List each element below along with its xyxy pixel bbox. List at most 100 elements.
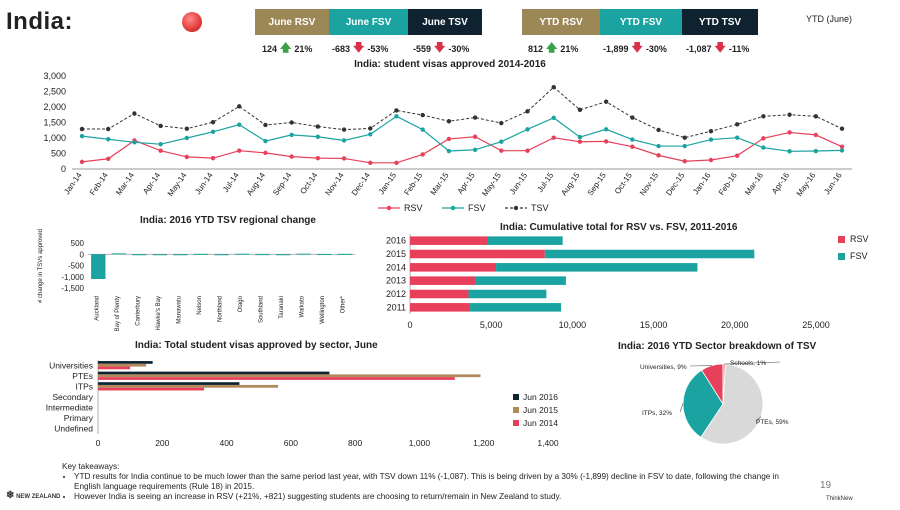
series-line-rsv — [81, 131, 843, 164]
x-tick-label: Nov-15 — [638, 171, 660, 198]
data-point-fsv — [289, 132, 294, 138]
takeaways-heading: Key takeaways: — [62, 462, 120, 471]
bar — [234, 253, 250, 255]
bar-jun-2016 — [98, 361, 153, 364]
data-point-fsv — [263, 138, 268, 144]
data-point-fsv — [132, 140, 137, 145]
x-tick-label: Southland — [259, 296, 265, 323]
x-tick-label: Feb-16 — [717, 171, 739, 197]
legend-marker — [513, 205, 519, 211]
data-point-rsv — [761, 136, 766, 141]
data-point-rsv — [289, 154, 294, 159]
arrow-down-icon: 🡇 — [631, 42, 643, 54]
x-tick-label: 1,400 — [537, 438, 559, 448]
data-point-tsv — [289, 120, 294, 125]
kpi-june-rsv-values: 124 🡅 21% — [262, 39, 312, 58]
data-point-tsv — [237, 104, 242, 109]
data-point-fsv — [79, 133, 85, 139]
data-point-rsv — [551, 135, 556, 140]
data-point-rsv — [577, 139, 583, 144]
kpi-june-tsv: June TSV — [408, 9, 482, 35]
data-point-rsv — [446, 136, 452, 142]
kpi-june-rsv: June RSV — [255, 9, 329, 35]
data-point-fsv — [761, 145, 766, 150]
x-tick-label: May-16 — [795, 171, 818, 198]
data-point-rsv — [708, 157, 714, 163]
sector-chart-title: India: Total student visas approved by s… — [135, 340, 378, 351]
x-tick-label: 5,000 — [480, 320, 503, 330]
data-point-fsv — [158, 142, 163, 147]
nz-logo-text: NEW ZEALAND — [16, 494, 61, 500]
data-point-tsv — [551, 84, 556, 90]
arrow-up-icon: 🡅 — [546, 42, 558, 54]
x-tick-label: Canterbury — [135, 296, 141, 326]
x-tick-label: Mar-14 — [114, 171, 136, 197]
data-point-rsv — [656, 153, 661, 158]
page-title: India: — [6, 8, 73, 35]
kpi-ytd-fsv-values: -1,899 🡇 -30% — [603, 39, 667, 58]
x-tick-label: Waikato — [300, 295, 306, 317]
bar — [91, 254, 106, 279]
kpi-value: -559 — [413, 43, 432, 54]
legend-marker — [450, 205, 456, 211]
data-point-fsv — [813, 148, 818, 154]
sector-chart: 0 200 400 600 800 1,000 1,200 1,400 Universities… — [46, 360, 559, 448]
kpi-change: -30% — [645, 43, 667, 54]
y-tick-label: 2013 — [386, 276, 406, 286]
y-tick-label: Secondary — [52, 392, 93, 402]
data-point-rsv — [630, 144, 635, 149]
pie-label: Universities, 9% — [640, 364, 687, 371]
data-point-rsv — [682, 159, 687, 164]
data-point-rsv — [420, 152, 425, 157]
x-tick-label: Nov-14 — [324, 171, 346, 198]
data-point-fsv — [499, 139, 504, 144]
x-tick-label: Jun-15 — [508, 171, 530, 197]
data-point-rsv — [734, 153, 740, 158]
data-point-rsv — [210, 155, 216, 161]
pie-slice-itps — [682, 369, 724, 438]
line-chart-title: India: student visas approved 2014-2016 — [354, 59, 546, 70]
bar — [132, 254, 147, 256]
data-point-fsv — [577, 134, 583, 140]
x-tick-label: Other* — [341, 295, 347, 313]
x-tick-label: Jan-15 — [377, 171, 399, 197]
x-tick-label: Manawatu — [176, 296, 182, 324]
takeaway-item: YTD results for India continue to be muc… — [74, 472, 802, 492]
y-tick-label: 2015 — [386, 249, 406, 259]
data-point-tsv — [499, 120, 504, 126]
x-tick-label: 1,000 — [409, 438, 431, 448]
y-axis-label: # change in TSVs approved — [38, 229, 44, 303]
leader-line — [724, 361, 781, 365]
pie-chart-title: India: 2016 YTD Sector breakdown of TSV — [618, 341, 817, 352]
data-point-fsv — [315, 134, 321, 139]
data-point-tsv — [184, 126, 190, 131]
y-tick-label: -1,500 — [61, 284, 84, 293]
data-point-tsv — [630, 115, 635, 120]
x-tick-label: Sep-14 — [271, 171, 293, 198]
y-tick-label: 0 — [61, 164, 66, 174]
x-tick-label: Nelson — [197, 296, 203, 315]
x-tick-label: Mar-16 — [743, 171, 765, 197]
bar-jun-2014 — [98, 387, 205, 391]
bar-fsv — [468, 289, 547, 299]
thinknew-logo: ThinkNew — [826, 496, 853, 502]
x-tick-label: 10,000 — [559, 320, 587, 330]
x-tick-label: Apr-14 — [141, 171, 162, 196]
cumulative-chart-title: India: Cumulative total for RSV vs. FSV,… — [500, 222, 738, 233]
bar-rsv — [410, 276, 475, 285]
bar — [275, 254, 291, 256]
bar-fsv — [496, 263, 698, 272]
bar — [214, 254, 229, 256]
y-tick-label: ITPs — [76, 381, 93, 391]
data-point-rsv — [79, 159, 85, 165]
x-tick-label: Feb-15 — [402, 171, 424, 197]
legend-label: FSV — [468, 203, 486, 213]
kpi-value: 812 — [528, 43, 544, 54]
bar-jun-2014 — [98, 366, 131, 370]
data-point-rsv — [787, 130, 792, 135]
data-point-fsv — [446, 148, 452, 154]
y-tick-label: 500 — [71, 239, 85, 248]
x-tick-label: Jan-16 — [691, 171, 713, 197]
kpi-ytd-tsv-values: -1,087 🡇 -11% — [686, 39, 749, 58]
